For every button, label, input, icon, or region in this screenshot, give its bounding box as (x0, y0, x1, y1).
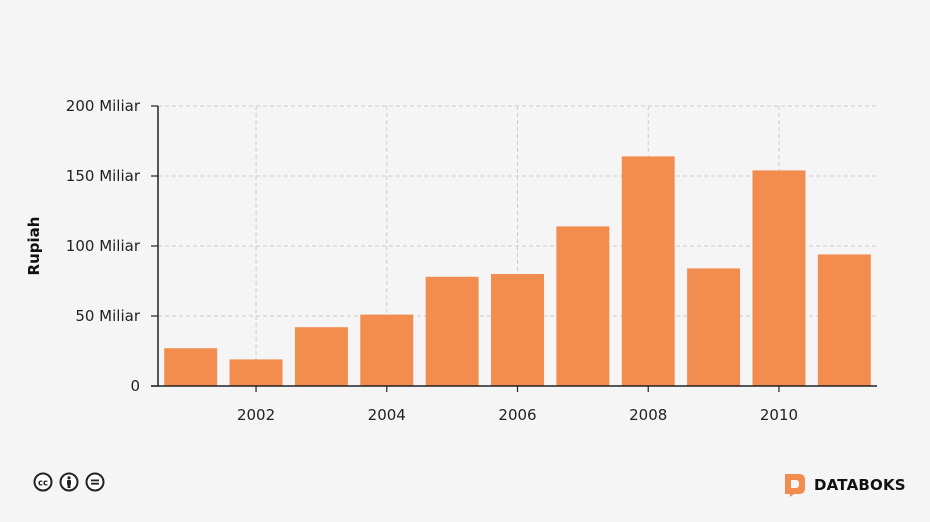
bar (621, 156, 675, 386)
y-tick-label: 0 (130, 377, 140, 395)
y-tick-label: 50 Miliar (75, 307, 140, 325)
bar (556, 226, 610, 386)
x-tick-label: 2010 (760, 406, 798, 424)
bar (752, 170, 806, 386)
bar (294, 327, 348, 386)
bar (491, 274, 544, 386)
bars (164, 156, 871, 386)
axes: 0 50 Miliar 100 Miliar 150 Miliar 200 Miliar… (66, 97, 877, 424)
y-axis-label: Rupiah (25, 217, 43, 276)
by-icon[interactable] (59, 472, 79, 492)
svg-text:cc: cc (38, 479, 48, 489)
nd-icon[interactable] (85, 472, 105, 492)
bar (164, 348, 218, 386)
bar (687, 268, 741, 386)
cc-icon[interactable]: cc (33, 472, 53, 492)
y-tick-label: 200 Miliar (66, 97, 141, 115)
y-tick-label: 150 Miliar (66, 167, 141, 185)
bar (229, 359, 283, 386)
bar (817, 254, 871, 386)
x-tick-label: 2008 (629, 406, 667, 424)
databoks-brand[interactable]: DATABOKS (782, 472, 906, 498)
x-tick-label: 2004 (368, 406, 406, 424)
databoks-logo-icon (785, 474, 805, 497)
brand-name: DATABOKS (814, 476, 906, 494)
bar (360, 314, 414, 386)
bar (425, 276, 479, 386)
x-tick-label: 2006 (498, 406, 536, 424)
x-tick-label: 2002 (237, 406, 275, 424)
y-tick-label: 100 Miliar (66, 237, 141, 255)
license-icons: cc (33, 472, 105, 492)
